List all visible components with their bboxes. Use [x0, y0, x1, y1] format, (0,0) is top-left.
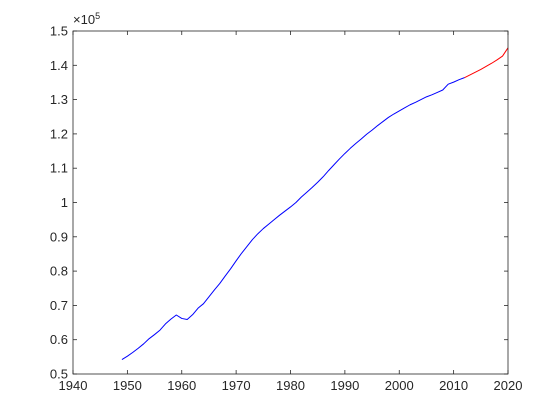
y-tick-label: 0.5	[50, 367, 68, 382]
x-tick-label: 2010	[439, 378, 468, 393]
y-axis: 0.5 0.6 0.7 0.8 0.9 1 1.1 1.2 1.3 1.4 1.5	[50, 24, 508, 382]
series-line-1	[121, 77, 465, 361]
y-tick-label: 1.2	[50, 126, 68, 141]
y-tick-label: 1.1	[50, 161, 68, 176]
y-tick-label: 1.5	[50, 24, 68, 39]
y-tick-label: 0.8	[50, 264, 68, 279]
series-line-2	[464, 47, 509, 79]
plot-lines	[121, 47, 509, 361]
x-tick-label: 1980	[276, 378, 305, 393]
x-tick-label: 1970	[222, 378, 251, 393]
y-tick-label: 1.3	[50, 92, 68, 107]
x-tick-label: 2020	[494, 378, 523, 393]
x-tick-label: 1950	[113, 378, 142, 393]
plot-area-frame	[72, 30, 509, 375]
y-tick-label: 0.7	[50, 298, 68, 313]
y-exponent-label: ×105	[73, 11, 100, 27]
x-tick-label: 1940	[59, 378, 88, 393]
x-tick-label: 2000	[385, 378, 414, 393]
x-axis: 1940 1950 1960 1970 1980 1990 2000 2010 2020	[59, 31, 523, 393]
y-tick-label: 1.4	[50, 58, 68, 73]
y-tick-label: 0.6	[50, 332, 68, 347]
y-tick-label: 1	[61, 195, 68, 210]
y-tick-label: 0.9	[50, 229, 68, 244]
x-tick-label: 1960	[167, 378, 196, 393]
x-tick-label: 1990	[330, 378, 359, 393]
